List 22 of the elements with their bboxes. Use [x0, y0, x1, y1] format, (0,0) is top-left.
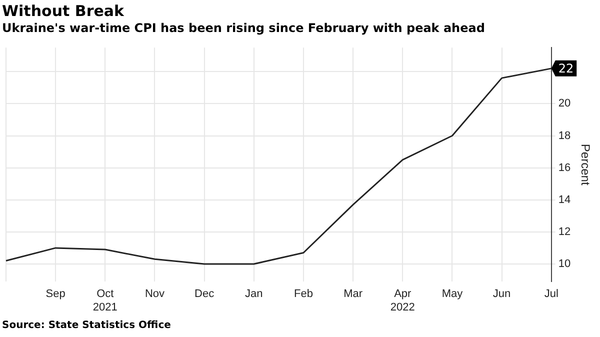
chart-subtitle: Ukraine's war-time CPI has been rising since February with peak ahead [1, 20, 486, 36]
x-tick-label: Jul [544, 288, 558, 300]
x-tick-label: Jan [245, 288, 263, 300]
x-tick-label: Mar [344, 288, 363, 300]
data-label: 22 [558, 62, 574, 76]
x-tick-label: Sep [46, 288, 66, 300]
y-axis-title: Percent [578, 144, 592, 186]
x-tick-label: Dec [194, 288, 215, 300]
chart-title: Without Break [1, 1, 126, 20]
x-tick-label: Jun [492, 288, 511, 300]
x-tick-label: May [442, 288, 464, 300]
y-tick-label: 12 [558, 226, 571, 238]
x-tick-label: Apr 2022 [390, 288, 415, 314]
y-tick-label: 20 [558, 98, 571, 110]
y-tick-label: 10 [558, 258, 571, 270]
y-tick-label: 16 [558, 162, 571, 174]
x-tick-label: Nov [144, 288, 166, 300]
y-tick-label: 18 [558, 130, 571, 142]
y-tick-label: 14 [558, 194, 571, 206]
x-tick-label: Oct 2021 [92, 288, 118, 314]
source-note: Source: State Statistics Office [2, 320, 171, 331]
x-tick-label: Feb [294, 288, 313, 300]
